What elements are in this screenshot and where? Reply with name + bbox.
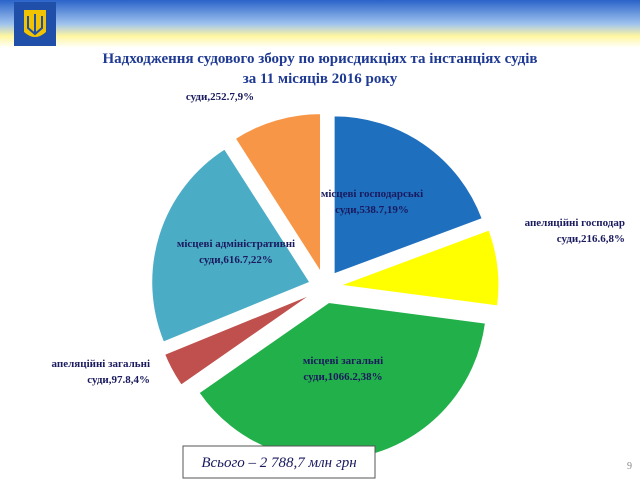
emblem-trident [27,14,43,36]
total-box [182,445,376,479]
data-label: суди,216.6,8% [557,233,625,245]
data-label: суди,97.8,4% [87,374,150,386]
pie-slice [234,113,322,274]
data-label: місцеві адміністративні [177,238,295,250]
data-label: суди,616.7,22% [199,254,273,266]
pie: місцеві господарські суди,538.7,19% апеляц… [52,91,625,462]
pie-slice [151,148,311,343]
data-label: суди,538.7,19% [335,204,409,216]
title-line: за 11 місяців 2016 року [243,71,398,87]
pie-slice [333,115,483,275]
data-label: суди,252.7,9% [186,91,254,103]
data-label: апеляційні загальні [52,358,150,370]
title-line: Надходження судового збору по юрисдикція… [102,51,537,67]
pie-slice [164,294,312,386]
header-band [0,0,640,48]
data-label: місцеві загальні [303,355,383,367]
data-label: місцеві господарські [321,188,423,200]
data-label: апеляційні господар [525,217,625,229]
pie-slice [340,229,500,307]
page-number: 9 [627,461,632,472]
data-label: суди,1066.2,38% [303,371,382,383]
total-label: Всього – 2 788,7 млн грн [201,455,356,471]
